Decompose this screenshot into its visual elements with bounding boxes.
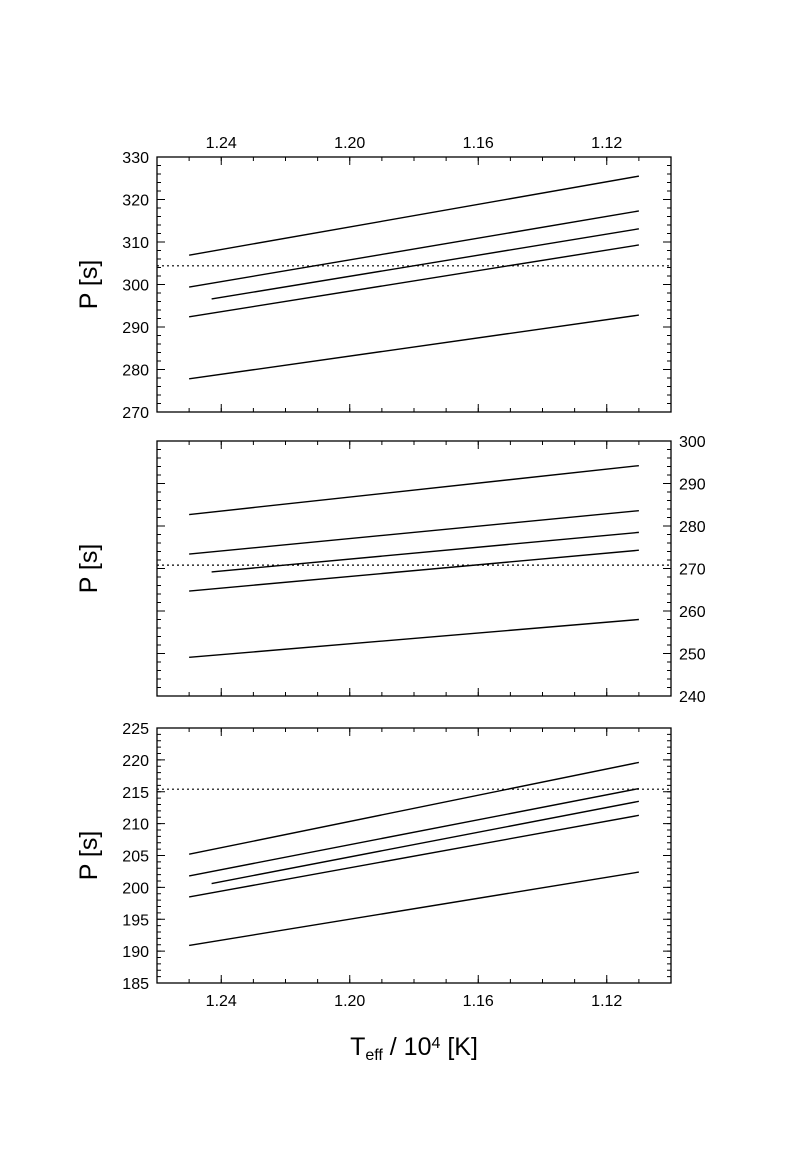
y-tick-label: 280: [122, 363, 149, 380]
y-tick-label: 220: [122, 753, 149, 770]
y-axis-label: P [s]: [75, 831, 103, 881]
series-line: [189, 175, 639, 256]
x-axis-label-part: 4: [432, 1035, 441, 1052]
y-tick-label: 225: [122, 721, 149, 738]
series-line: [211, 228, 639, 300]
series-line: [189, 871, 639, 947]
y-tick-label: 260: [679, 604, 706, 621]
plot-frame: [156, 440, 672, 697]
y-tick-label: 300: [122, 278, 149, 295]
y-tick-label: 320: [122, 193, 149, 210]
x-axis-label-part: T: [350, 1033, 365, 1061]
x-tick-label: 1.20: [334, 135, 365, 152]
y-tick-label: 200: [122, 880, 149, 897]
y-tick-label: 240: [679, 689, 706, 706]
series-line: [189, 314, 639, 380]
y-tick-label: 215: [122, 785, 149, 802]
series-line: [189, 210, 639, 288]
x-tick-label: 1.16: [463, 993, 494, 1010]
x-axis-label: Teff / 104 [K]: [350, 1033, 478, 1064]
y-tick-label: 205: [122, 849, 149, 866]
series-line: [189, 549, 639, 592]
y-tick-label: 195: [122, 912, 149, 929]
y-tick-label: 270: [122, 405, 149, 422]
y-tick-label: 290: [679, 477, 706, 494]
x-axis-label-part: / 10: [383, 1033, 432, 1061]
x-tick-label: 1.24: [206, 135, 237, 152]
y-tick-label: 270: [679, 562, 706, 579]
y-tick-label: 185: [122, 976, 149, 993]
series-line: [189, 618, 639, 659]
y-tick-label: 280: [679, 519, 706, 536]
y-tick-label: 290: [122, 320, 149, 337]
series-line: [189, 814, 639, 898]
series-line: [188, 787, 640, 877]
series-line: [189, 464, 639, 516]
y-tick-label: 210: [122, 817, 149, 834]
series-line: [211, 800, 640, 885]
y-tick-label: 190: [122, 944, 149, 961]
x-tick-label: 1.16: [463, 135, 494, 152]
series-line: [189, 244, 639, 318]
x-tick-label: 1.12: [591, 993, 622, 1010]
series-line: [188, 761, 640, 855]
y-tick-label: 310: [122, 235, 149, 252]
x-tick-label: 1.24: [206, 993, 237, 1010]
y-axis-label: P [s]: [75, 260, 103, 310]
plot-frame: [156, 156, 672, 413]
series-line: [189, 510, 639, 555]
series-line: [211, 531, 639, 573]
y-tick-label: 250: [679, 647, 706, 664]
x-axis-label-part: [K]: [440, 1033, 478, 1061]
y-tick-label: 330: [122, 150, 149, 167]
y-tick-label: 300: [679, 434, 706, 451]
x-axis-label-part: eff: [365, 1047, 383, 1064]
x-tick-label: 1.20: [334, 993, 365, 1010]
y-axis-label: P [s]: [75, 544, 103, 594]
x-tick-label: 1.12: [591, 135, 622, 152]
